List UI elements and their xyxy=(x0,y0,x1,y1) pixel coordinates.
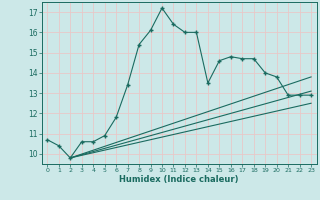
X-axis label: Humidex (Indice chaleur): Humidex (Indice chaleur) xyxy=(119,175,239,184)
